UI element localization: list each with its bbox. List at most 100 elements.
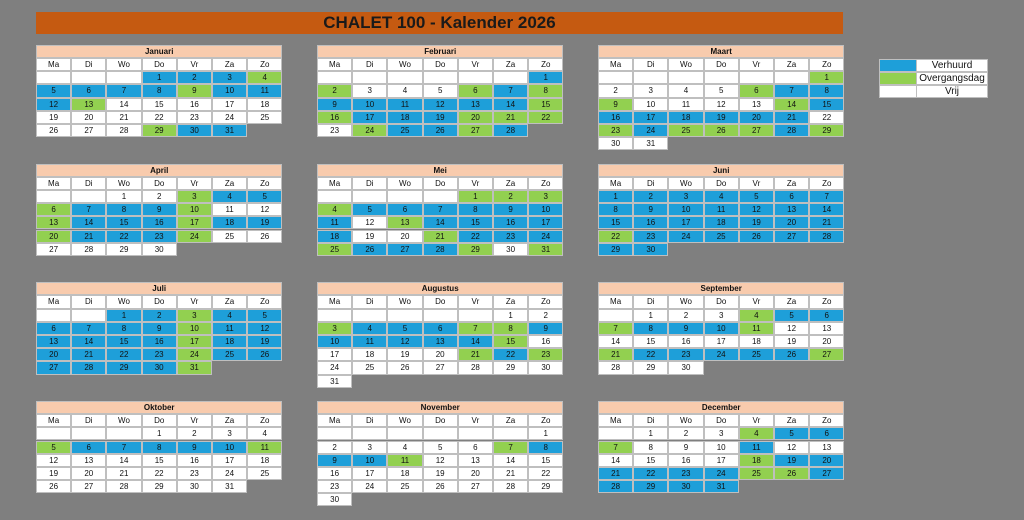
day-cell: 17 [703, 335, 739, 349]
weekday: Do [141, 295, 177, 309]
day-cell: 2 [528, 308, 564, 322]
day-cell: 20 [774, 216, 810, 230]
day-cell: 7 [774, 84, 810, 98]
month-header: Augustus [317, 282, 564, 296]
weekday: Di [352, 414, 388, 428]
day-cell: 4 [387, 440, 423, 454]
weekday: Do [422, 176, 458, 190]
day-cell: 17 [633, 110, 669, 124]
weekday: Zo [809, 176, 845, 190]
empty-cell [352, 71, 388, 85]
day-cell: 29 [633, 480, 669, 494]
day-cell: 4 [247, 71, 283, 85]
day-cell: 15 [528, 453, 564, 467]
day-cell: 2 [141, 189, 177, 204]
weekday: Do [422, 295, 458, 309]
day-cell: 16 [493, 216, 529, 230]
day-cell: 27 [738, 124, 774, 138]
day-cell: 13 [387, 216, 423, 230]
day-cell: 8 [528, 84, 564, 98]
day-cell: 24 [703, 466, 739, 481]
day-cell: 22 [809, 110, 845, 124]
day-cell: 14 [598, 453, 634, 467]
weekday: Zo [528, 176, 564, 190]
day-cell: 15 [141, 97, 177, 111]
empty-cell [493, 71, 529, 85]
day-cell: 25 [387, 480, 423, 494]
weekday: Di [633, 295, 669, 309]
day-cell: 8 [598, 203, 634, 217]
day-cell: 25 [738, 466, 774, 481]
weekday: Ma [598, 58, 634, 72]
day-cell: 12 [774, 321, 810, 335]
weekday: Wo [387, 414, 423, 428]
empty-cell [352, 427, 388, 441]
day-cell: 19 [352, 229, 388, 243]
weekday: Ma [36, 295, 72, 309]
day-cell: 13 [738, 97, 774, 111]
day-cell: 24 [176, 348, 212, 362]
day-cell: 8 [141, 440, 177, 454]
day-cell: 22 [633, 348, 669, 362]
day-cell: 9 [176, 440, 212, 454]
day-cell: 18 [738, 453, 774, 467]
month-header: November [317, 401, 564, 415]
day-cell: 7 [493, 84, 529, 98]
day-cell: 7 [809, 189, 845, 204]
day-cell: 6 [457, 84, 493, 98]
day-cell: 19 [774, 453, 810, 467]
day-cell: 28 [493, 124, 529, 138]
day-cell: 11 [703, 203, 739, 217]
day-cell: 26 [352, 242, 388, 256]
day-cell: 4 [387, 84, 423, 98]
day-cell: 14 [106, 453, 142, 467]
day-cell: 29 [106, 361, 142, 375]
day-cell: 29 [493, 361, 529, 375]
empty-cell [422, 427, 458, 441]
day-cell: 8 [633, 440, 669, 454]
day-cell: 12 [422, 453, 458, 467]
day-cell: 22 [106, 348, 142, 362]
weekday: Vr [176, 414, 212, 428]
day-cell: 31 [212, 124, 248, 138]
day-cell: 6 [809, 427, 845, 441]
weekday: Do [703, 414, 739, 428]
day-cell: 31 [176, 361, 212, 375]
weekday: Di [71, 295, 107, 309]
day-cell: 30 [493, 242, 529, 256]
weekday: Di [71, 176, 107, 190]
weekday: Vr [176, 58, 212, 72]
empty-cell [36, 427, 72, 441]
weekday: Ma [36, 414, 72, 428]
day-cell: 17 [212, 453, 248, 467]
day-cell: 19 [774, 335, 810, 349]
day-cell: 10 [633, 97, 669, 111]
empty-cell [387, 71, 423, 85]
empty-cell [703, 71, 739, 85]
day-cell: 19 [703, 110, 739, 124]
legend-label: Overgangsdag [916, 72, 988, 85]
day-cell: 18 [668, 110, 704, 124]
day-cell: 20 [738, 110, 774, 124]
day-cell: 14 [493, 453, 529, 467]
day-cell: 18 [703, 216, 739, 230]
day-cell: 12 [422, 97, 458, 111]
day-cell: 15 [141, 453, 177, 467]
day-cell: 24 [528, 229, 564, 243]
day-cell: 20 [809, 453, 845, 467]
day-cell: 11 [247, 440, 283, 454]
day-cell: 3 [352, 440, 388, 454]
day-cell: 22 [633, 466, 669, 481]
day-cell: 24 [352, 124, 388, 138]
day-cell: 9 [668, 321, 704, 335]
empty-cell [352, 308, 388, 322]
day-cell: 16 [317, 110, 353, 124]
month-header: December [598, 401, 845, 415]
day-cell: 3 [176, 189, 212, 204]
day-cell: 5 [247, 308, 283, 322]
day-cell: 17 [317, 348, 353, 362]
day-cell: 24 [352, 480, 388, 494]
empty-cell [387, 189, 423, 204]
day-cell: 26 [738, 229, 774, 243]
